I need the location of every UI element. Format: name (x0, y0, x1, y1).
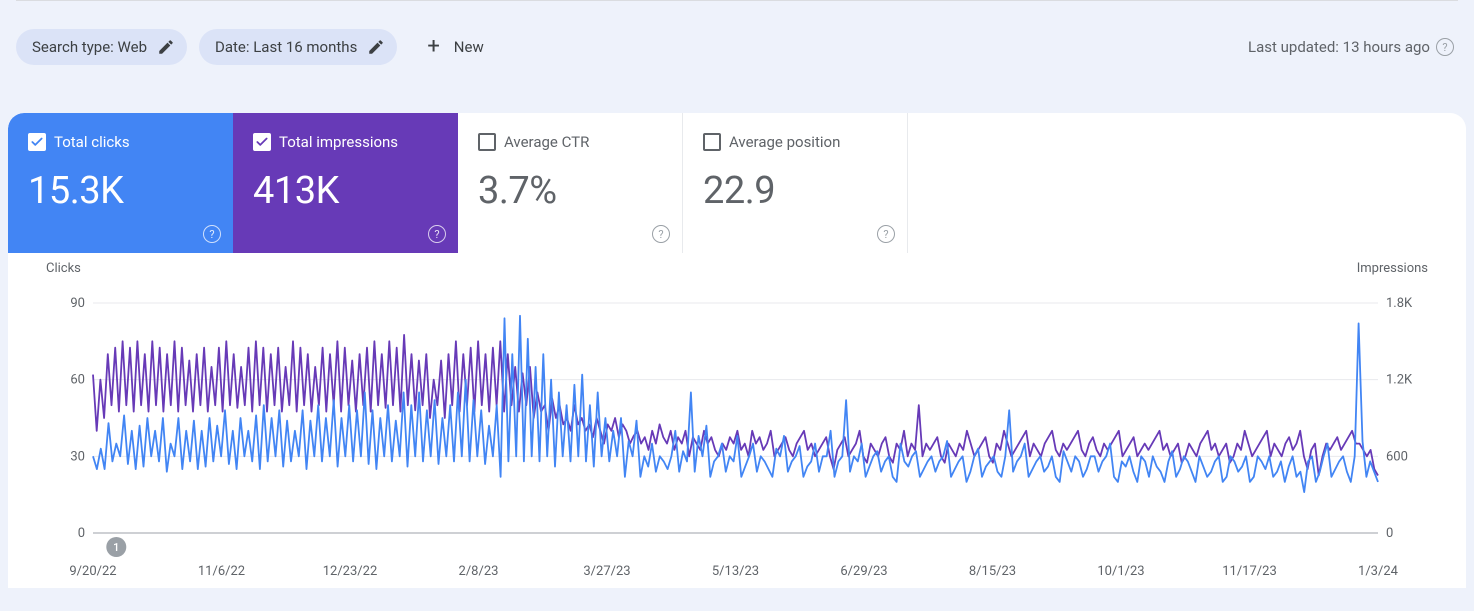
svg-text:6/29/23: 6/29/23 (840, 564, 887, 579)
metric-card-clicks[interactable]: Total clicks 15.3K ? (8, 113, 233, 253)
svg-text:11/17/23: 11/17/23 (1222, 564, 1277, 579)
svg-text:1/3/24: 1/3/24 (1358, 564, 1399, 579)
metric-card-ctr[interactable]: Average CTR 3.7% ? (458, 113, 683, 253)
metric-label: Average CTR (504, 133, 589, 151)
svg-text:12/23/22: 12/23/22 (323, 564, 378, 579)
edit-icon (367, 38, 385, 56)
metric-label: Total impressions (279, 133, 398, 151)
last-updated-text: Last updated: 13 hours ago (1248, 38, 1430, 56)
performance-card: Total clicks 15.3K ? Total impressions 4… (8, 113, 1466, 588)
right-axis-title: Impressions (1357, 261, 1428, 276)
metric-help[interactable]: ? (652, 225, 670, 243)
help-icon[interactable]: ? (1436, 38, 1454, 56)
svg-text:30: 30 (70, 449, 85, 464)
svg-text:5/13/23: 5/13/23 (712, 564, 759, 579)
checkbox-icon (28, 133, 46, 151)
plus-icon: + (427, 36, 439, 58)
svg-text:90: 90 (70, 296, 85, 311)
left-axis-title: Clicks (46, 261, 81, 276)
edit-icon (157, 38, 175, 56)
metric-card-impressions[interactable]: Total impressions 413K ? (233, 113, 458, 253)
svg-text:1.2K: 1.2K (1386, 373, 1413, 388)
metric-help[interactable]: ? (877, 225, 895, 243)
metric-help[interactable]: ? (428, 225, 446, 243)
svg-text:11/6/22: 11/6/22 (198, 564, 245, 579)
new-filter-button[interactable]: + New (409, 36, 483, 58)
checkbox-icon (253, 133, 271, 151)
svg-text:3/27/23: 3/27/23 (583, 564, 630, 579)
checkbox-icon (703, 133, 721, 151)
svg-text:60: 60 (70, 373, 85, 388)
metric-label: Total clicks (54, 133, 130, 151)
last-updated: Last updated: 13 hours ago ? (1248, 38, 1458, 56)
svg-text:10/1/23: 10/1/23 (1097, 564, 1144, 579)
svg-text:2/8/23: 2/8/23 (459, 564, 499, 579)
filter-chip-date[interactable]: Date: Last 16 months (199, 29, 397, 65)
svg-text:600: 600 (1386, 449, 1408, 464)
chart-area: Clicks Impressions 0 30 60 90 0 600 1.2K 1.8K 9/… (8, 253, 1466, 588)
svg-text:8/15/23: 8/15/23 (969, 564, 1016, 579)
svg-text:9/20/22: 9/20/22 (69, 564, 116, 579)
filter-chip-label: Search type: Web (32, 38, 147, 56)
metric-value: 413K (253, 169, 442, 213)
performance-chart[interactable]: 0 30 60 90 0 600 1.2K 1.8K 9/20/22 11/6/22 12/23/2… (38, 273, 1436, 588)
filter-chip-label: Date: Last 16 months (215, 38, 357, 56)
svg-text:1: 1 (113, 541, 119, 554)
metric-label: Average position (729, 133, 840, 151)
metrics-row: Total clicks 15.3K ? Total impressions 4… (8, 113, 1466, 253)
filter-bar: Search type: Web Date: Last 16 months + … (0, 29, 1474, 65)
metric-card-position[interactable]: Average position 22.9 ? (683, 113, 908, 253)
metric-value: 15.3K (28, 169, 217, 213)
svg-text:0: 0 (78, 526, 85, 541)
svg-text:0: 0 (1386, 526, 1393, 541)
new-filter-label: New (454, 38, 484, 56)
filter-chip-search-type[interactable]: Search type: Web (16, 29, 187, 65)
metric-value: 22.9 (703, 169, 891, 213)
svg-text:1.8K: 1.8K (1386, 296, 1413, 311)
metric-help[interactable]: ? (203, 225, 221, 243)
metric-value: 3.7% (478, 169, 666, 213)
checkbox-icon (478, 133, 496, 151)
